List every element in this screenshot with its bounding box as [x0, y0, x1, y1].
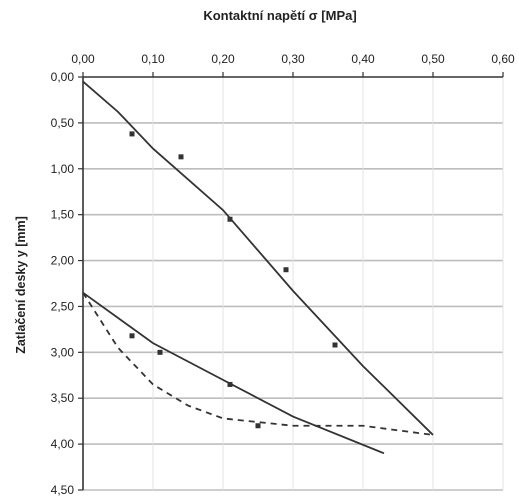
y-tick-label: 4,00: [51, 437, 75, 451]
data-point: [157, 349, 163, 355]
data-point: [255, 423, 261, 429]
y-tick-label: 0,50: [51, 116, 75, 130]
y-tick-label: 3,50: [51, 391, 75, 405]
y-tick-label: 0,00: [51, 70, 75, 84]
data-point: [227, 216, 233, 222]
y-tick-label: 2,00: [51, 254, 75, 268]
y-tick-label: 1,50: [51, 208, 75, 222]
y-tick-label: 3,00: [51, 345, 75, 359]
data-point: [283, 267, 289, 273]
series-line: [82, 291, 385, 455]
x-tick-label: 0,50: [421, 52, 445, 66]
x-tick-label: 0,40: [351, 52, 375, 66]
x-tick-label: 0,00: [71, 52, 95, 66]
x-tick-label: 0,60: [491, 52, 515, 66]
data-point: [129, 131, 135, 137]
x-tick-label: 0,10: [141, 52, 165, 66]
series-line-dashed: [82, 292, 434, 436]
series-line: [82, 80, 434, 436]
y-tick-label: 1,00: [51, 162, 75, 176]
y-tick-label: 4,50: [51, 483, 75, 497]
data-point: [227, 381, 233, 387]
x-tick-label: 0,30: [281, 52, 305, 66]
chart-title: Kontaktní napětí σ [MPa]: [203, 8, 357, 23]
data-point: [129, 333, 135, 339]
y-tick-label: 2,50: [51, 299, 75, 313]
data-point: [178, 154, 184, 160]
data-point: [332, 342, 338, 348]
x-tick-label: 0,20: [211, 52, 235, 66]
